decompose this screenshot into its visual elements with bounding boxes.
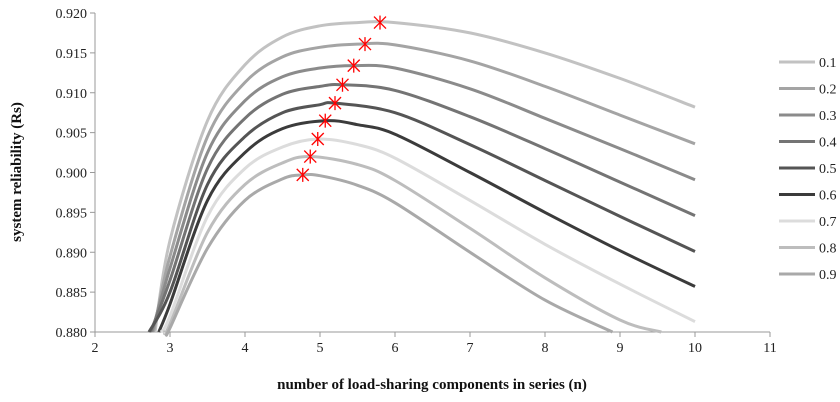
x-axis-title: number of load-sharing components in ser…: [277, 377, 587, 393]
series-line-0.5: [147, 101, 696, 333]
peak-marker-0.8: [303, 149, 317, 164]
x-tick-label: 8: [542, 341, 549, 356]
legend-label-0.3: 0.3: [819, 109, 837, 124]
y-tick-label: 0.915: [56, 47, 88, 62]
x-tick-label: 6: [392, 341, 399, 356]
peak-marker-0.6: [318, 113, 332, 128]
y-tick-label: 0.905: [56, 127, 88, 142]
legend-label-0.9: 0.9: [819, 268, 837, 283]
series-line-0.4: [149, 83, 696, 333]
series-line-0.9: [164, 172, 614, 337]
y-tick-label: 0.890: [56, 246, 88, 261]
y-axis-title: system reliability (Rs): [9, 102, 25, 242]
y-tick-label: 0.885: [56, 286, 88, 301]
legend-label-0.6: 0.6: [819, 189, 837, 204]
peak-marker-0.4: [336, 77, 349, 92]
legend-label-0.5: 0.5: [819, 162, 837, 177]
axes: 0.880 0.885 0.890 0.895 0.900 0.905 0.910 0.915…: [56, 7, 777, 356]
legend-label-0.1: 0.1: [819, 56, 837, 71]
x-tick-label: 10: [688, 341, 702, 356]
series-line-0.3: [150, 63, 696, 333]
peak-markers: [296, 15, 387, 182]
series-line-0.7: [159, 137, 696, 333]
y-tick-label: 0.895: [56, 206, 88, 221]
peak-marker-0.3: [347, 58, 361, 73]
x-tick-label: 4: [242, 341, 249, 356]
legend-label-0.8: 0.8: [819, 242, 837, 257]
x-tick-label: 5: [317, 341, 324, 356]
y-tick-label: 0.920: [56, 7, 88, 22]
peak-marker-0.2: [358, 37, 372, 52]
peak-marker-0.1: [373, 15, 387, 30]
legend: 0.1 0.2 0.3 0.4 0.5 0.6 0.7 0.8 0.9: [779, 56, 837, 283]
x-tick-label: 2: [92, 341, 99, 356]
legend-label-0.4: 0.4: [819, 136, 837, 151]
x-tick-label: 11: [763, 341, 776, 356]
x-tick-label: 7: [467, 341, 474, 356]
y-tick-label: 0.900: [56, 167, 88, 182]
peak-marker-0.7: [311, 132, 325, 147]
legend-label-0.2: 0.2: [819, 83, 837, 98]
series-lines: [147, 20, 696, 337]
series-line-0.6: [157, 119, 696, 333]
y-tick-label: 0.910: [56, 87, 88, 102]
legend-label-0.7: 0.7: [819, 215, 837, 230]
x-tick-label: 3: [167, 341, 174, 356]
series-line-0.2: [152, 41, 696, 333]
series-line-0.8: [162, 154, 662, 336]
peak-marker-0.5: [328, 96, 342, 111]
y-tick-label: 0.880: [56, 326, 88, 341]
series-line-0.1: [153, 20, 696, 333]
x-tick-label: 9: [617, 341, 624, 356]
peak-marker-0.9: [296, 167, 310, 182]
